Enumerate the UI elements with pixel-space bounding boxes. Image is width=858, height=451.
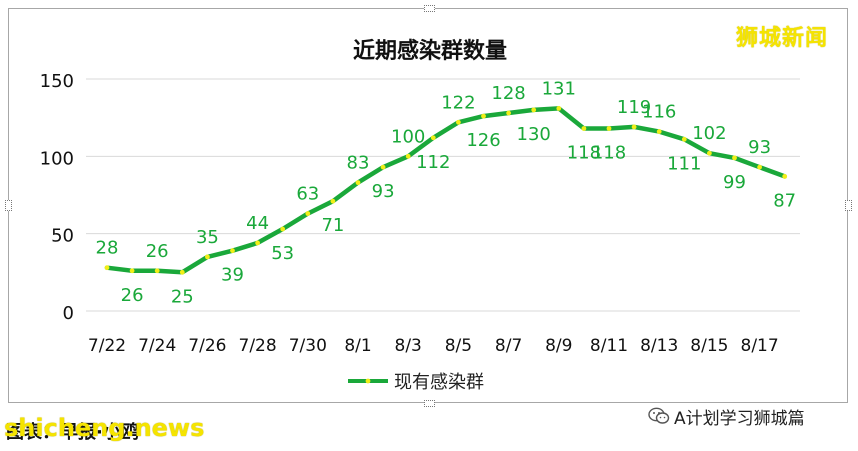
resize-handle-right[interactable] <box>845 200 852 211</box>
data-point <box>782 174 788 179</box>
chart-credit: 图表：早报·小鸥 <box>6 422 139 443</box>
data-point <box>405 153 411 159</box>
data-point <box>456 119 461 125</box>
resize-handle-left[interactable] <box>5 200 12 211</box>
data-label: 118 <box>592 142 626 163</box>
data-label: 83 <box>347 153 370 174</box>
y-tick-label: 50 <box>51 226 74 247</box>
data-label: 119 <box>617 97 651 118</box>
x-tick-label: 8/15 <box>690 336 728 356</box>
x-tick-label: 7/22 <box>88 336 126 356</box>
data-point <box>606 126 612 131</box>
data-point <box>707 150 712 156</box>
data-label: 126 <box>466 130 500 151</box>
data-label: 35 <box>196 227 219 248</box>
wechat-icon <box>648 407 670 424</box>
data-label: 87 <box>773 190 796 211</box>
data-label: 112 <box>416 152 450 173</box>
data-point <box>330 198 336 204</box>
data-point <box>230 248 235 254</box>
data-point <box>531 107 537 113</box>
x-tick-label: 7/26 <box>188 336 226 356</box>
data-point <box>506 110 511 116</box>
data-label: 93 <box>372 181 395 202</box>
legend-label: 现有感染群 <box>394 372 484 393</box>
data-label: 26 <box>121 285 144 306</box>
resize-handle-top[interactable] <box>424 5 435 12</box>
series-layer <box>104 105 788 275</box>
chart-title: 近期感染群数量 <box>353 38 507 64</box>
x-tick-label: 8/11 <box>590 336 628 356</box>
data-point <box>681 136 687 142</box>
data-point <box>355 180 361 186</box>
data-label: 71 <box>321 215 344 236</box>
watermark-bottom: shicheng.news <box>4 414 205 442</box>
data-label: 53 <box>271 243 294 264</box>
data-point <box>430 135 436 141</box>
data-point <box>205 254 210 260</box>
wechat-account-label: A计划学习狮城篇 <box>674 408 805 429</box>
x-axis-ticks: 7/22 7/24 7/26 7/28 7/30 8/1 8/3 8/5 8/7 8/9 8/11 8… <box>88 336 779 356</box>
data-point <box>380 164 386 170</box>
data-point <box>255 240 260 246</box>
data-point <box>656 129 662 134</box>
data-point <box>154 268 160 274</box>
data-point <box>581 126 587 131</box>
x-tick-label: 8/7 <box>495 336 522 356</box>
data-label: 128 <box>491 83 525 104</box>
legend-marker <box>365 378 371 384</box>
x-tick-label: 8/13 <box>640 336 678 356</box>
y-tick-label: 0 <box>63 303 74 324</box>
data-point <box>556 105 562 111</box>
data-point <box>104 265 110 271</box>
data-label: 63 <box>296 184 319 205</box>
wechat-account: A计划学习狮城篇 <box>648 404 805 429</box>
y-tick-label: 150 <box>40 71 74 92</box>
data-point <box>481 113 486 119</box>
data-label: 44 <box>246 213 269 234</box>
data-label: 99 <box>723 172 746 193</box>
x-tick-label: 8/5 <box>445 336 472 356</box>
y-tick-label: 100 <box>40 148 74 169</box>
data-point <box>305 211 311 216</box>
data-label: 93 <box>748 137 771 158</box>
data-label: 116 <box>642 102 676 123</box>
data-label: 100 <box>391 126 425 147</box>
x-tick-label: 8/1 <box>344 336 371 356</box>
data-point <box>129 268 135 274</box>
series-line <box>104 106 787 275</box>
x-tick-label: 8/9 <box>545 336 572 356</box>
data-point <box>179 269 185 275</box>
data-label: 26 <box>146 241 169 262</box>
x-tick-label: 8/17 <box>741 336 779 356</box>
data-label: 122 <box>441 92 475 113</box>
x-tick-label: 8/3 <box>395 336 422 356</box>
gridlines <box>86 78 800 312</box>
data-point <box>280 226 286 232</box>
data-labels: 2826262535394453637183931001121221261281… <box>96 78 797 307</box>
x-tick-label: 7/30 <box>289 336 327 356</box>
y-axis-ticks: 0 50 100 150 <box>40 71 74 324</box>
data-point <box>732 155 737 161</box>
x-tick-label: 7/24 <box>138 336 176 356</box>
data-label: 130 <box>517 124 551 145</box>
data-point <box>631 124 637 130</box>
data-label: 131 <box>542 78 576 99</box>
data-label: 111 <box>667 153 701 174</box>
chart-frame <box>8 8 848 403</box>
data-label: 39 <box>221 265 244 286</box>
data-label: 28 <box>96 238 119 259</box>
x-tick-label: 7/28 <box>239 336 277 356</box>
legend: 现有感染群 <box>348 372 484 393</box>
resize-handle-bottom[interactable] <box>424 400 435 407</box>
data-label: 25 <box>171 286 194 307</box>
data-label: 118 <box>567 142 601 163</box>
watermark-top: 狮城新闻 <box>736 26 829 51</box>
data-point <box>757 164 762 170</box>
data-label: 102 <box>692 123 726 144</box>
